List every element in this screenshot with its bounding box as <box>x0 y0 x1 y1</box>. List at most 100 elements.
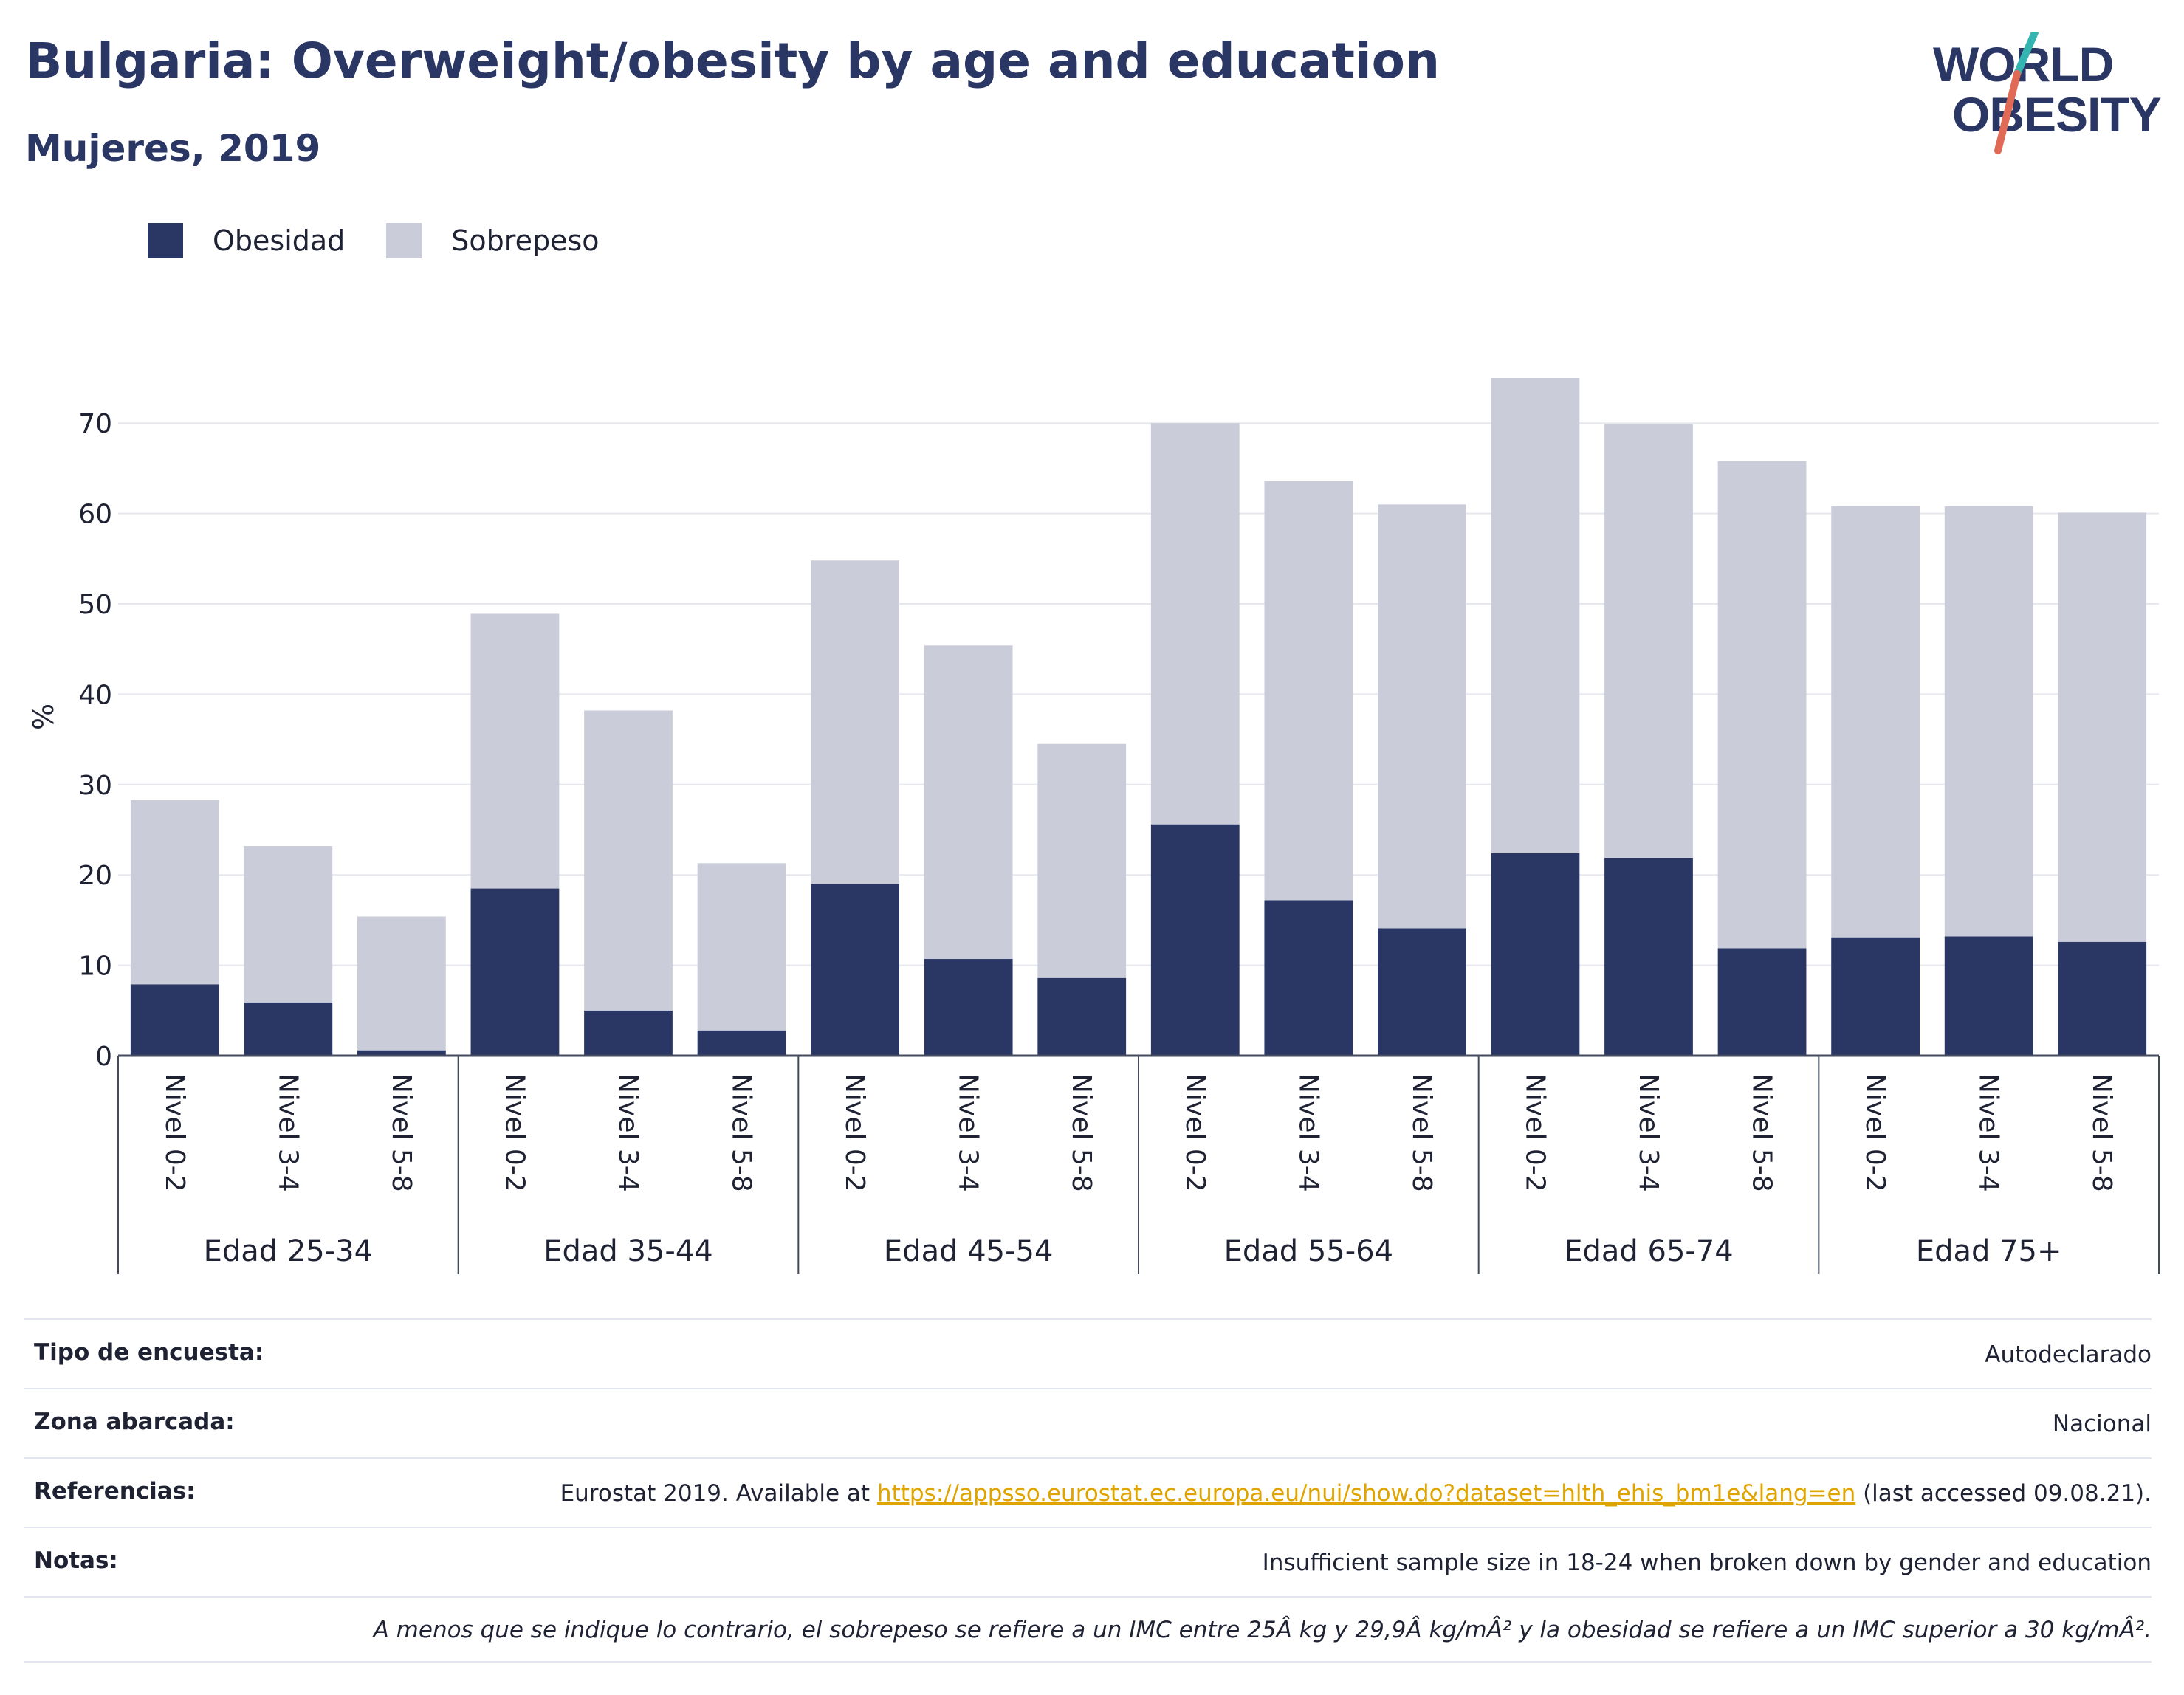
logo-slash-teal <box>2013 32 2039 78</box>
group-label: Edad 65-74 <box>1564 1234 1734 1268</box>
x-tick-label: Nivel 0-2 <box>159 1073 190 1192</box>
info-footnote: A menos que se indique lo contrario, el … <box>373 1617 2152 1643</box>
bar-obesidad-8 <box>924 959 1013 1056</box>
x-tick-label: Nivel 5-8 <box>2087 1073 2117 1192</box>
y-axis-label: % <box>27 704 60 730</box>
x-tick-label: Nivel 3-4 <box>272 1073 303 1192</box>
bar-sobrepeso-4 <box>470 613 560 889</box>
stacked-bar-chart: 0 10 20 30 40 50 60 70% Nivel 0-2 Nivel 3-4 Nivel … <box>27 378 2160 1274</box>
bar-obesidad-13 <box>1491 853 1580 1056</box>
group-label: Edad 45-54 <box>884 1234 1054 1268</box>
x-tick-label: Nivel 5-8 <box>1066 1073 1096 1192</box>
legend-label-sobrepeso: Sobrepeso <box>451 224 600 257</box>
bar-sobrepeso-9 <box>1037 743 1127 978</box>
legend-swatch-obesidad <box>148 223 183 258</box>
bar-sobrepeso-6 <box>697 863 786 1031</box>
group-label: Edad 35-44 <box>543 1234 713 1268</box>
info-label-references: Referencias: <box>34 1478 196 1505</box>
legend-item-obesidad: Obesidad <box>148 223 345 258</box>
legend-item-sobrepeso: Sobrepeso <box>386 223 600 258</box>
info-row-footnote: A menos que se indique lo contrario, el … <box>24 1596 2152 1663</box>
y-tick-label: 10 <box>78 952 112 982</box>
bar-obesidad-17 <box>1944 936 2033 1056</box>
bar-obesidad-12 <box>1378 928 1466 1056</box>
references-suffix: (last accessed 09.08.21). <box>1855 1480 2152 1507</box>
x-tick-label: Nivel 0-2 <box>839 1073 870 1192</box>
bar-sobrepeso-13 <box>1491 378 1580 853</box>
bar-obesidad-1 <box>130 984 219 1056</box>
bar-obesidad-15 <box>1717 948 1807 1056</box>
chart-subtitle: Mujeres, 2019 <box>25 127 321 170</box>
bar-sobrepeso-18 <box>2058 512 2147 942</box>
bar-obesidad-7 <box>811 884 899 1056</box>
bar-sobrepeso-14 <box>1604 424 1693 858</box>
bar-obesidad-18 <box>2058 941 2147 1056</box>
group-label: Edad 25-34 <box>204 1234 374 1268</box>
bar-obesidad-9 <box>1037 977 1127 1056</box>
x-tick-label: Nivel 0-2 <box>499 1073 529 1192</box>
bar-sobrepeso-7 <box>811 560 899 884</box>
bar-obesidad-5 <box>584 1010 673 1056</box>
bar-obesidad-14 <box>1604 857 1693 1056</box>
group-label: Edad 55-64 <box>1224 1234 1394 1268</box>
references-prefix: Eurostat 2019. Available at <box>560 1480 877 1507</box>
info-value-area: Nacional <box>2052 1411 2152 1437</box>
legend-label-obesidad: Obesidad <box>213 224 346 257</box>
y-tick-label: 30 <box>78 771 112 801</box>
x-tick-label: Nivel 3-4 <box>613 1073 643 1192</box>
bar-obesidad-16 <box>1831 937 1920 1056</box>
world-obesity-logo: WORLD OBESITY <box>1933 32 2162 154</box>
chart-legend: Obesidad Sobrepeso <box>148 220 641 261</box>
y-tick-label: 0 <box>95 1042 112 1072</box>
x-tick-label: Nivel 3-4 <box>1293 1073 1323 1192</box>
bar-sobrepeso-1 <box>130 800 219 985</box>
y-tick-label: 20 <box>78 861 112 891</box>
info-value-notes: Insufficient sample size in 18-24 when b… <box>1262 1550 2152 1576</box>
info-table: Tipo de encuesta: Autodeclarado Zona aba… <box>24 1318 2152 1663</box>
bar-obesidad-2 <box>244 1002 333 1056</box>
x-tick-label: Nivel 3-4 <box>1633 1073 1663 1192</box>
info-row-area: Zona abarcada: Nacional <box>24 1388 2152 1457</box>
bar-sobrepeso-10 <box>1150 423 1240 825</box>
chart-title: Bulgaria: Overweight/obesity by age and … <box>25 32 1440 89</box>
info-label-area: Zona abarcada: <box>34 1409 235 1435</box>
bar-sobrepeso-2 <box>244 846 333 1003</box>
bar-obesidad-4 <box>470 888 560 1056</box>
bar-sobrepeso-16 <box>1831 506 1920 938</box>
x-tick-label: Nivel 0-2 <box>1860 1073 1890 1192</box>
x-tick-label: Nivel 5-8 <box>386 1073 416 1192</box>
bar-sobrepeso-17 <box>1944 506 2033 937</box>
bar-sobrepeso-3 <box>357 916 446 1051</box>
bar-obesidad-6 <box>697 1030 786 1056</box>
x-tick-label: Nivel 0-2 <box>1180 1073 1210 1192</box>
logo-line2: OBESITY <box>1952 87 2161 142</box>
info-label-notes: Notas: <box>34 1547 118 1574</box>
info-row-references: Referencias: Eurostat 2019. Available at… <box>24 1457 2152 1527</box>
x-tick-label: Nivel 5-8 <box>727 1073 757 1192</box>
x-tick-label: Nivel 3-4 <box>1974 1073 2004 1192</box>
x-tick-label: Nivel 5-8 <box>1747 1073 1777 1192</box>
info-row-survey-type: Tipo de encuesta: Autodeclarado <box>24 1318 2152 1388</box>
y-tick-label: 40 <box>78 680 112 710</box>
y-tick-label: 50 <box>78 590 112 620</box>
y-tick-label: 70 <box>78 409 112 439</box>
group-label: Edad 75+ <box>1916 1234 2062 1268</box>
bar-sobrepeso-8 <box>924 645 1013 960</box>
bar-obesidad-3 <box>357 1050 446 1056</box>
bar-sobrepeso-11 <box>1264 481 1353 901</box>
info-value-references: Eurostat 2019. Available at https://apps… <box>560 1478 2152 1509</box>
bar-obesidad-10 <box>1150 824 1240 1056</box>
info-row-notes: Notas: Insufficient sample size in 18-24… <box>24 1527 2152 1596</box>
x-tick-label: Nivel 0-2 <box>1519 1073 1550 1192</box>
bar-sobrepeso-12 <box>1378 504 1466 929</box>
x-tick-label: Nivel 5-8 <box>1407 1073 1437 1192</box>
references-link[interactable]: https://appsso.eurostat.ec.europa.eu/nui… <box>876 1480 1856 1507</box>
y-tick-label: 60 <box>78 500 112 530</box>
bar-sobrepeso-5 <box>584 710 673 1011</box>
info-value-survey-type: Autodeclarado <box>1985 1341 2152 1368</box>
bar-obesidad-11 <box>1264 900 1353 1056</box>
legend-swatch-sobrepeso <box>386 223 422 258</box>
info-label-survey-type: Tipo de encuesta: <box>34 1339 264 1366</box>
logo-slash-coral <box>1994 70 2021 154</box>
x-tick-label: Nivel 3-4 <box>953 1073 983 1192</box>
